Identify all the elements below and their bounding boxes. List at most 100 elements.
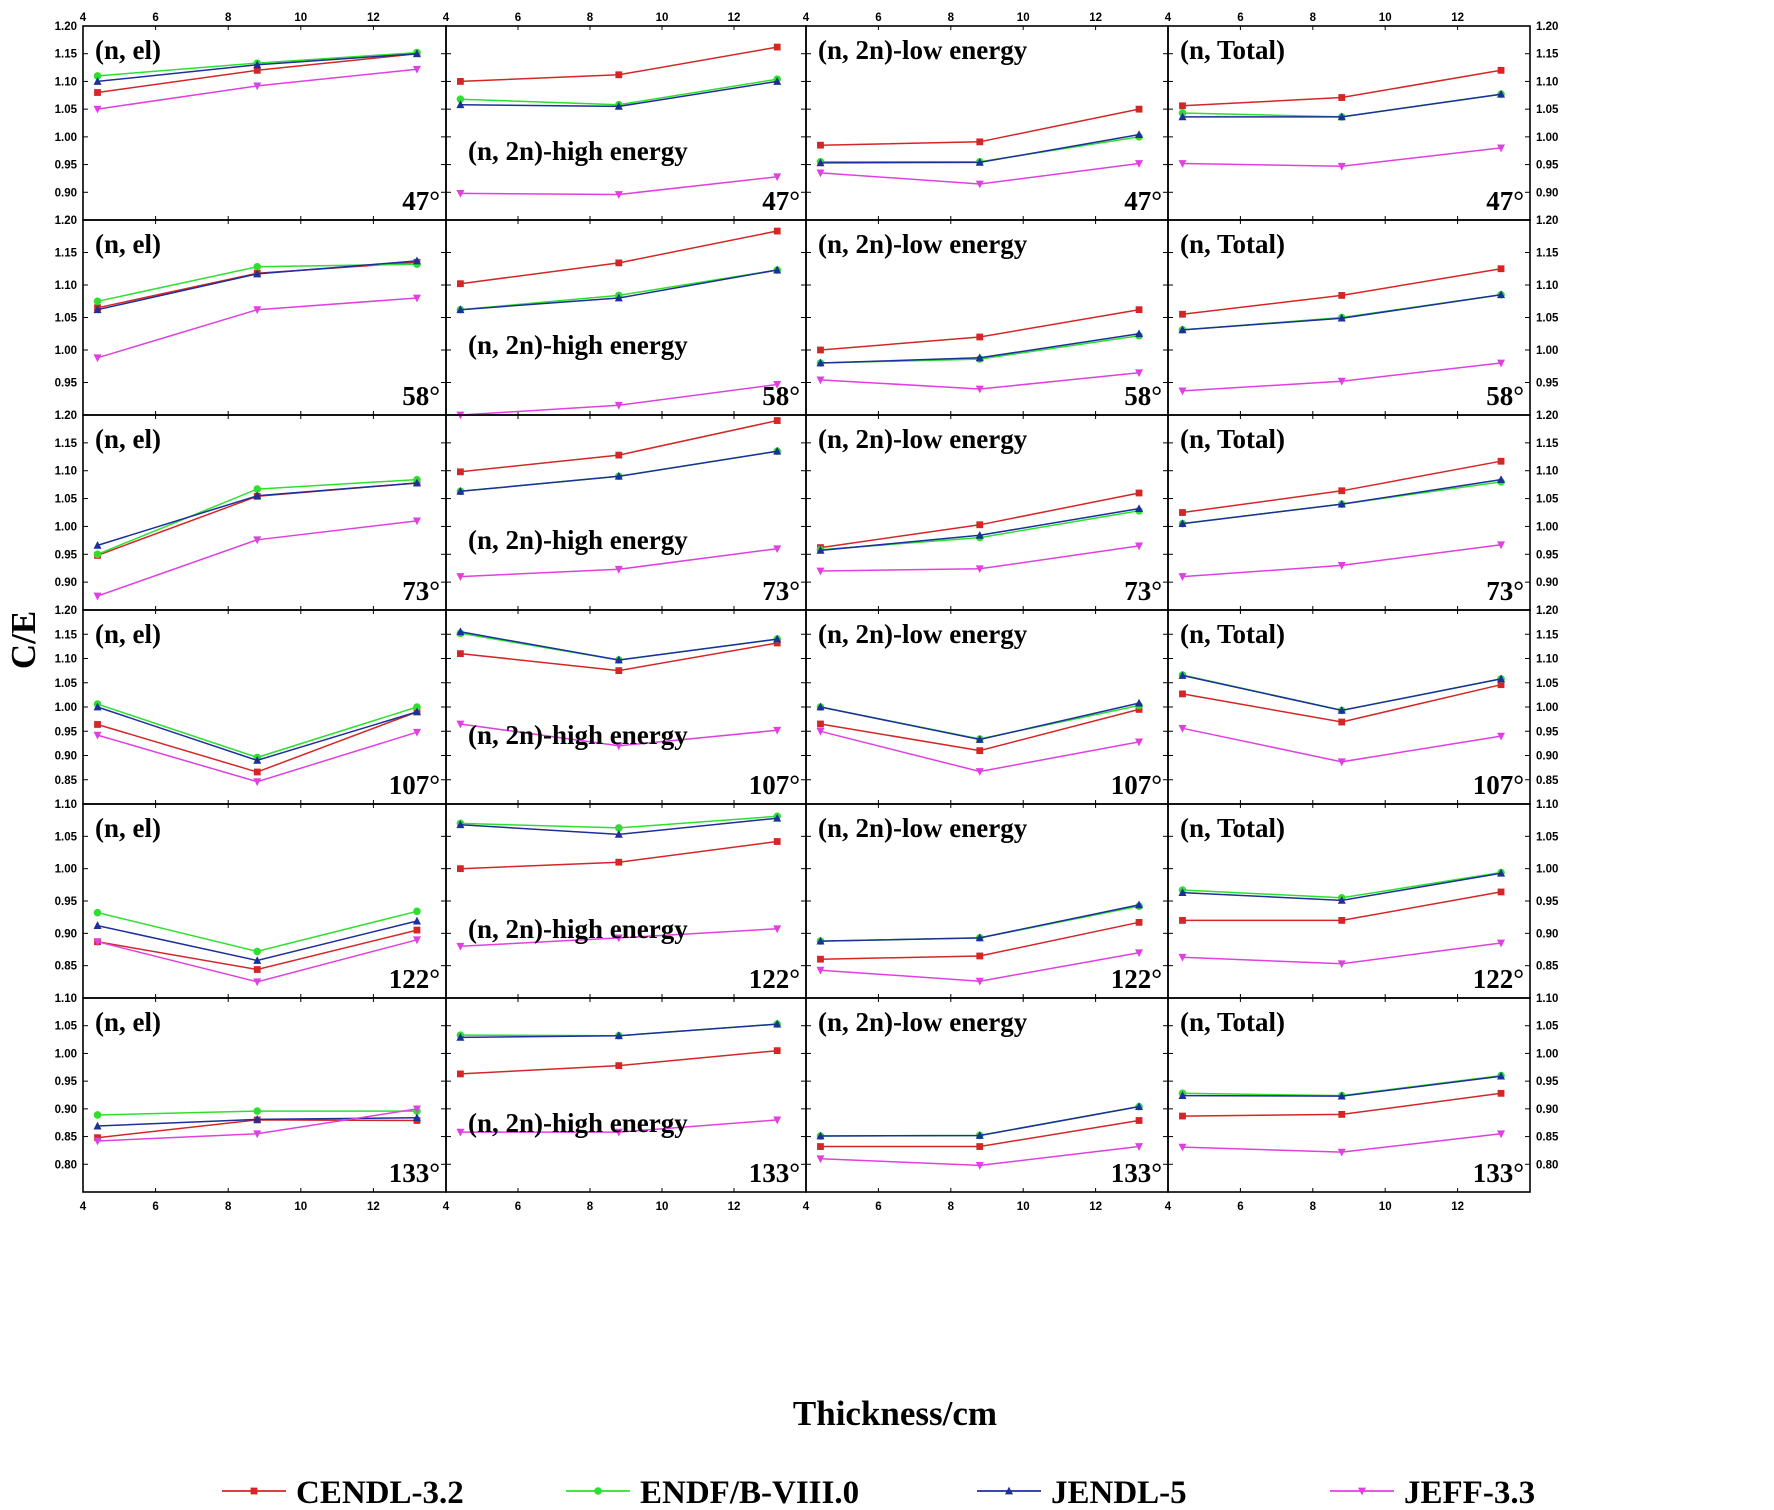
angle-label: 47° [1124,186,1162,216]
reaction-label: (n, 2n)-low energy [818,813,1028,843]
data-point [1338,94,1346,101]
data-point [412,517,421,526]
angle-label: 133° [1111,1158,1162,1188]
data-point [817,141,824,149]
reaction-label: (n, Total) [1180,1007,1285,1037]
reaction-label: (n, 2n)-high energy [468,914,688,944]
panel-r6-c2: (n, 2n)-high energy 133° [445,997,807,1193]
data-point [1135,900,1144,909]
y-tick-label-right: 0.90 [1536,577,1558,589]
data-point [615,858,623,866]
y-tick-label-left: 1.20 [55,21,77,33]
series-jeff-3-3 [1178,144,1506,171]
series-endf-b-viii-0 [93,907,421,956]
data-point [614,742,623,751]
y-tick-label-left: 1.15 [55,248,78,260]
y-tick-label-left: 1.10 [55,654,77,666]
series-jeff-3-3 [93,517,421,601]
y-tick-label-left: 1.10 [55,466,77,478]
reaction-label: (n, el) [95,1007,161,1037]
x-tick-label-bottom: 4 [80,1201,87,1213]
panel-r4-c4: (n, Total) 107° [1167,609,1531,805]
y-tick-label-left: 1.20 [55,215,77,227]
series-line [97,706,418,762]
series-jendl-5 [93,1113,421,1130]
x-tick-label-top: 4 [803,12,810,24]
data-point [1178,160,1187,168]
x-tick-label-bottom: 4 [803,1201,810,1213]
data-point [1497,457,1505,465]
series-jeff-3-3 [93,65,421,114]
y-tick-label-right: 1.00 [1536,1048,1558,1060]
x-tick-label-top: 8 [587,12,594,24]
data-point [412,1113,421,1122]
data-point [816,376,825,385]
series-cendl-3-2 [817,1117,1143,1150]
reaction-label: (n, el) [95,424,161,454]
y-tick-label-right: 1.05 [1536,494,1559,506]
reaction-label: (n, el) [95,35,161,65]
series-line [97,910,418,953]
series-jendl-5 [456,627,782,664]
data-point [773,265,782,274]
data-point [253,947,262,956]
angle-label: 73° [762,576,800,606]
y-tick-label-right: 1.15 [1536,438,1559,450]
data-point [773,43,781,51]
y-tick-label-left: 1.15 [55,438,78,450]
y-tick-label-right: 1.05 [1536,313,1559,325]
data-point [1497,939,1506,948]
panel-r5-c3: (n, 2n)-low energy 122° [805,803,1169,999]
y-tick-label-right: 1.10 [1536,993,1558,1005]
y-tick-label-left: 0.90 [55,1104,77,1116]
series-cendl-3-2 [457,1047,781,1078]
data-point [457,865,464,873]
y-tick-label-left: 0.95 [55,896,78,908]
data-point [1497,732,1506,741]
data-point [975,933,984,942]
y-tick-label-left: 1.05 [55,1021,78,1033]
data-point [1178,1143,1187,1152]
data-point [93,1111,102,1119]
data-point [816,169,825,178]
y-tick-label-left: 1.15 [55,629,78,641]
data-point [1178,724,1187,733]
data-point [457,468,464,476]
series-jendl-5 [1178,290,1506,334]
y-tick-label-left: 0.95 [55,726,78,738]
reaction-label: (n, Total) [1180,813,1285,843]
y-tick-label-left: 1.20 [55,410,77,422]
panel-frame [445,414,807,611]
data-point [253,1114,262,1123]
y-tick-label-right: 1.00 [1536,521,1558,533]
data-point [1337,1091,1346,1100]
y-tick-label-right: 1.10 [1536,654,1558,666]
series-jeff-3-3 [456,720,782,751]
data-point [253,1107,262,1115]
y-tick-label-right: 0.95 [1536,160,1559,172]
data-point [253,956,262,964]
y-tick-label-right: 1.10 [1536,76,1558,88]
data-point [816,1131,825,1140]
series-jeff-3-3 [93,1105,421,1146]
y-tick-label-left: 0.85 [55,775,78,787]
data-point [975,180,984,189]
data-point [1497,290,1506,299]
series-jeff-3-3 [1178,724,1506,767]
angle-label: 107° [1111,770,1162,800]
series-cendl-3-2 [1179,265,1505,318]
data-point [614,401,623,410]
x-tick-label-top: 10 [1379,12,1392,24]
series-line [1182,683,1502,723]
data-point [456,627,465,636]
data-point [1178,888,1187,896]
data-point [1178,387,1187,396]
data-point [1497,888,1505,896]
angle-label: 58° [1124,381,1162,411]
series-jendl-5 [1178,475,1506,528]
y-tick-label-left: 0.90 [55,577,77,589]
x-tick-label-top: 12 [367,12,380,24]
angle-label: 122° [1111,964,1162,994]
data-point [1497,681,1505,689]
angle-label: 47° [1486,186,1524,216]
